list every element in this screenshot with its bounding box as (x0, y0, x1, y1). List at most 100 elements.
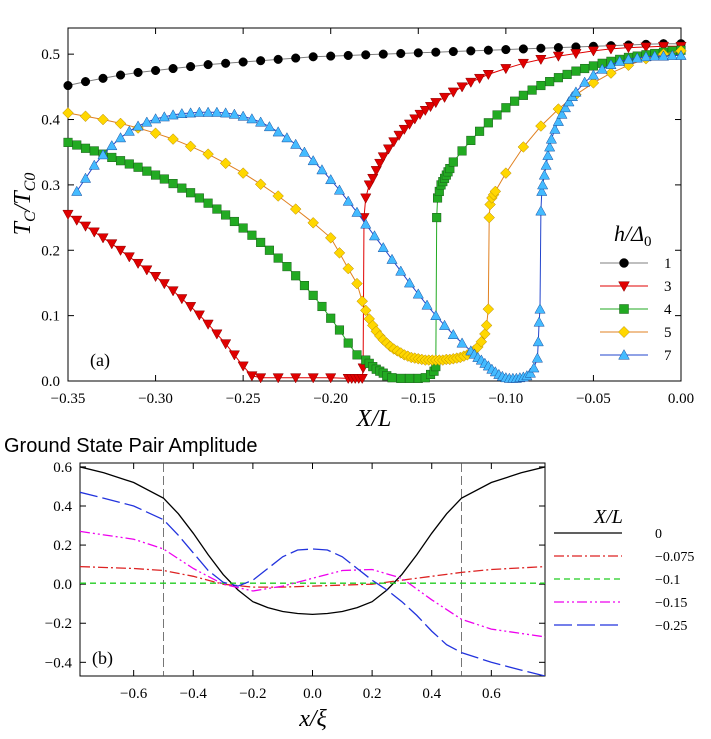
data-point (142, 166, 152, 176)
x-tick-label: −0.15 (401, 391, 436, 407)
data-point (79, 110, 92, 122)
data-point (272, 190, 284, 202)
data-point (404, 373, 415, 383)
legend-item: 7 (600, 348, 672, 364)
x-tick-label: −0.30 (138, 391, 173, 407)
data-point (403, 119, 416, 130)
y-tick-label: 0.0 (53, 577, 72, 593)
data-point (273, 253, 283, 263)
data-point (447, 328, 459, 339)
data-point (71, 185, 83, 196)
legend-marker (619, 258, 629, 268)
data-point (115, 156, 126, 166)
x-tick-label: −0.2 (239, 686, 266, 702)
data-point (535, 120, 547, 132)
data-point (167, 133, 179, 145)
data-point (545, 77, 555, 87)
data-point (501, 103, 511, 113)
data-point (194, 193, 204, 203)
data-point (264, 245, 274, 255)
data-point (351, 277, 363, 290)
data-point (448, 157, 458, 167)
data-point (123, 252, 135, 263)
legend-title: X/L (593, 506, 623, 528)
data-point (193, 106, 205, 117)
data-point (398, 124, 410, 135)
data-point (571, 66, 581, 76)
legend-item: −0.075 (554, 550, 694, 565)
data-point (527, 85, 537, 95)
data-point (580, 63, 590, 74)
data-point (545, 133, 557, 144)
data-point (247, 230, 257, 240)
data-point (106, 139, 118, 151)
legend-label: 4 (664, 302, 672, 318)
data-point (409, 114, 421, 125)
data-point (361, 50, 371, 60)
data-point (123, 125, 135, 136)
data-point (246, 113, 258, 124)
data-point (272, 373, 284, 384)
data-point (238, 223, 248, 233)
legend-label: 1 (664, 256, 672, 272)
data-point (556, 108, 568, 119)
data-point (631, 52, 643, 63)
data-point (483, 211, 495, 224)
data-point (414, 109, 426, 120)
data-point (622, 43, 635, 54)
legend-item: −0.25 (554, 619, 687, 634)
data-point (489, 185, 502, 198)
data-point (482, 70, 494, 81)
panel-b-plot-area (79, 462, 546, 677)
legend-label: −0.075 (655, 550, 694, 565)
panel-b-axes: −0.6 −0.4 −0.2 0.0 0.2 0.4 0.6 −0.4 −0.2 0.0 0.2 0.… (45, 460, 545, 702)
data-point (333, 247, 346, 259)
data-point (537, 179, 549, 190)
data-point (342, 195, 354, 206)
series-xl-0 (80, 466, 545, 616)
data-point (518, 90, 528, 100)
x-tick-label: −0.05 (576, 391, 611, 407)
x-tick-label: −0.35 (51, 391, 86, 407)
data-point (396, 373, 406, 383)
data-point (342, 262, 354, 275)
data-point (299, 281, 309, 291)
data-point (500, 167, 512, 179)
x-tick-label: −0.6 (120, 686, 148, 702)
data-point (63, 137, 73, 147)
data-point (308, 52, 318, 62)
data-point (343, 50, 353, 61)
data-point (447, 87, 459, 98)
data-point (158, 279, 170, 290)
data-point (333, 184, 346, 195)
data-point (255, 373, 267, 384)
data-point (256, 56, 266, 66)
data-point (80, 77, 91, 87)
data-point (640, 51, 652, 62)
data-point (220, 339, 232, 350)
data-point (544, 141, 556, 152)
data-point (141, 265, 153, 276)
data-point (63, 80, 73, 91)
data-point (307, 155, 319, 166)
data-point (570, 49, 582, 60)
data-point (666, 49, 678, 60)
data-point (149, 272, 162, 283)
data-point (343, 338, 353, 348)
data-point (185, 302, 197, 313)
data-point (326, 51, 336, 61)
data-point (281, 132, 293, 143)
data-point (605, 58, 617, 69)
data-point (438, 319, 451, 330)
data-point (536, 43, 546, 53)
panel-a-axes: −0.35 −0.30 −0.25 −0.20 −0.15 −0.10 −0.05 0.00 0… (41, 28, 694, 407)
data-point (377, 241, 389, 253)
data-point (255, 116, 267, 127)
data-point (675, 49, 687, 60)
data-point (186, 188, 196, 198)
data-point (115, 70, 126, 80)
y-tick-label: 0.2 (53, 538, 72, 554)
x-tick-label: 0.4 (422, 686, 441, 702)
data-point (168, 63, 178, 74)
data-point (438, 92, 451, 103)
